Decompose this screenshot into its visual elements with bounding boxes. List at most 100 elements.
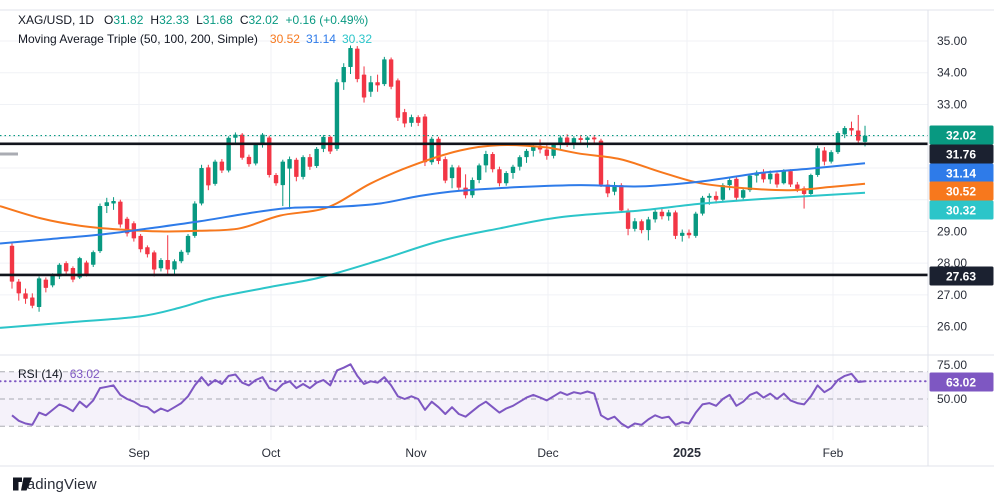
candle: [564, 137, 570, 144]
candle: [497, 169, 502, 184]
candle: [300, 157, 306, 177]
time-tick-label: Oct: [262, 446, 281, 460]
candle: [700, 197, 705, 214]
candle: [517, 157, 522, 167]
candle: [314, 148, 319, 167]
candle: [456, 167, 462, 188]
candle: [118, 201, 123, 225]
candle: [490, 153, 495, 170]
candle: [239, 134, 245, 158]
rsi-legend-row[interactable]: RSI (14) 63.02: [18, 367, 100, 381]
candle: [219, 161, 225, 171]
candle: [707, 195, 712, 198]
chart-legend: XAG/USD, 1D O31.82 H32.33 L31.68 C32.02 +0.16…: [18, 11, 372, 49]
indicator-legend-row[interactable]: Moving Average Triple (50, 100, 200, Sim…: [18, 30, 372, 49]
candle: [673, 212, 678, 236]
candle: [788, 171, 793, 185]
ma50-value: 30.52: [269, 32, 300, 46]
ma-line-sma50[interactable]: [0, 143, 866, 233]
candle: [625, 210, 631, 229]
candle: [822, 150, 827, 162]
candle: [470, 180, 475, 196]
rsi-tick-label: 75.00: [937, 358, 967, 372]
candle: [192, 203, 197, 236]
candle: [416, 117, 421, 123]
time-tick-label: Dec: [537, 446, 558, 460]
candle: [619, 185, 624, 211]
price-badge-label: 32.02: [946, 129, 976, 143]
candle: [145, 247, 150, 255]
symbol-legend-row[interactable]: XAG/USD, 1D O31.82 H32.33 L31.68 C32.02 +0.16…: [18, 11, 372, 30]
candle: [592, 137, 597, 140]
candle: [808, 174, 814, 194]
candle: [639, 221, 644, 231]
candle: [483, 153, 489, 166]
candle: [598, 140, 604, 185]
price-badge-label: 30.52: [946, 185, 976, 199]
indicator-title: Moving Average Triple (50, 100, 200, Sim…: [18, 32, 258, 46]
candle: [659, 211, 665, 217]
time-axis[interactable]: Sep Oct Nov Dec 2025 Feb: [128, 446, 843, 460]
candle: [443, 159, 448, 181]
candle: [781, 171, 786, 184]
candle: [111, 200, 116, 204]
candle: [652, 211, 658, 220]
rsi-line[interactable]: [11, 363, 866, 429]
candle: [212, 161, 218, 184]
time-tick-label: Feb: [823, 446, 844, 460]
candle: [361, 74, 367, 98]
candle: [585, 137, 590, 141]
symbol-title: XAG/USD, 1D: [18, 13, 95, 27]
candle: [666, 212, 671, 217]
ohlc-open: O31.82: [104, 13, 144, 27]
price-badges: 32.02 31.76 31.14 30.52 30.32 27.63 63.02: [929, 125, 994, 392]
candle: [50, 275, 55, 286]
candle: [307, 157, 313, 167]
candle: [747, 175, 753, 191]
rsi-tick-label: 50.00: [937, 392, 967, 406]
ohlc-high: H32.33: [150, 13, 190, 27]
candle: [422, 116, 428, 163]
price-tick-label: 35.00: [937, 34, 967, 48]
ma-line-sma100[interactable]: [0, 162, 866, 245]
price-tick-label: 33.00: [937, 97, 967, 111]
candle: [761, 172, 766, 180]
price-badge-label: 27.63: [946, 270, 976, 284]
candle: [504, 173, 509, 184]
candle: [686, 232, 692, 236]
candle: [199, 167, 204, 204]
candle: [713, 195, 719, 200]
candle: [544, 149, 550, 156]
candle: [260, 134, 265, 145]
candle: [402, 112, 407, 124]
time-tick-label: 2025: [673, 446, 701, 460]
price-tick-label: 29.00: [937, 224, 967, 238]
candle: [842, 127, 847, 135]
candle: [287, 159, 292, 169]
candle: [206, 167, 211, 186]
candle: [43, 279, 49, 288]
price-axis[interactable]: 35.0034.0033.0029.0028.0027.0026.0075.00…: [937, 34, 967, 406]
ohlc-close: C32.02: [239, 13, 279, 27]
ma-line-sma200[interactable]: [0, 191, 866, 329]
candle: [828, 152, 834, 162]
candle: [226, 137, 231, 171]
ma100-value: 31.14: [305, 32, 336, 46]
candle: [30, 297, 35, 306]
candle: [768, 173, 773, 180]
candle: [680, 232, 685, 236]
candle: [382, 59, 387, 85]
candle: [795, 184, 800, 189]
tradingview-logo[interactable]: TradingView: [13, 476, 97, 493]
candle: [774, 173, 780, 185]
price-tick-label: 26.00: [937, 320, 967, 334]
rsi-title: RSI (14): [18, 367, 63, 381]
candle: [36, 278, 42, 307]
price-badge-label: 31.14: [946, 167, 976, 181]
candle: [267, 137, 272, 175]
candle: [571, 138, 577, 144]
tradingview-logo-text: TradingView: [13, 476, 97, 493]
candle: [57, 264, 62, 277]
